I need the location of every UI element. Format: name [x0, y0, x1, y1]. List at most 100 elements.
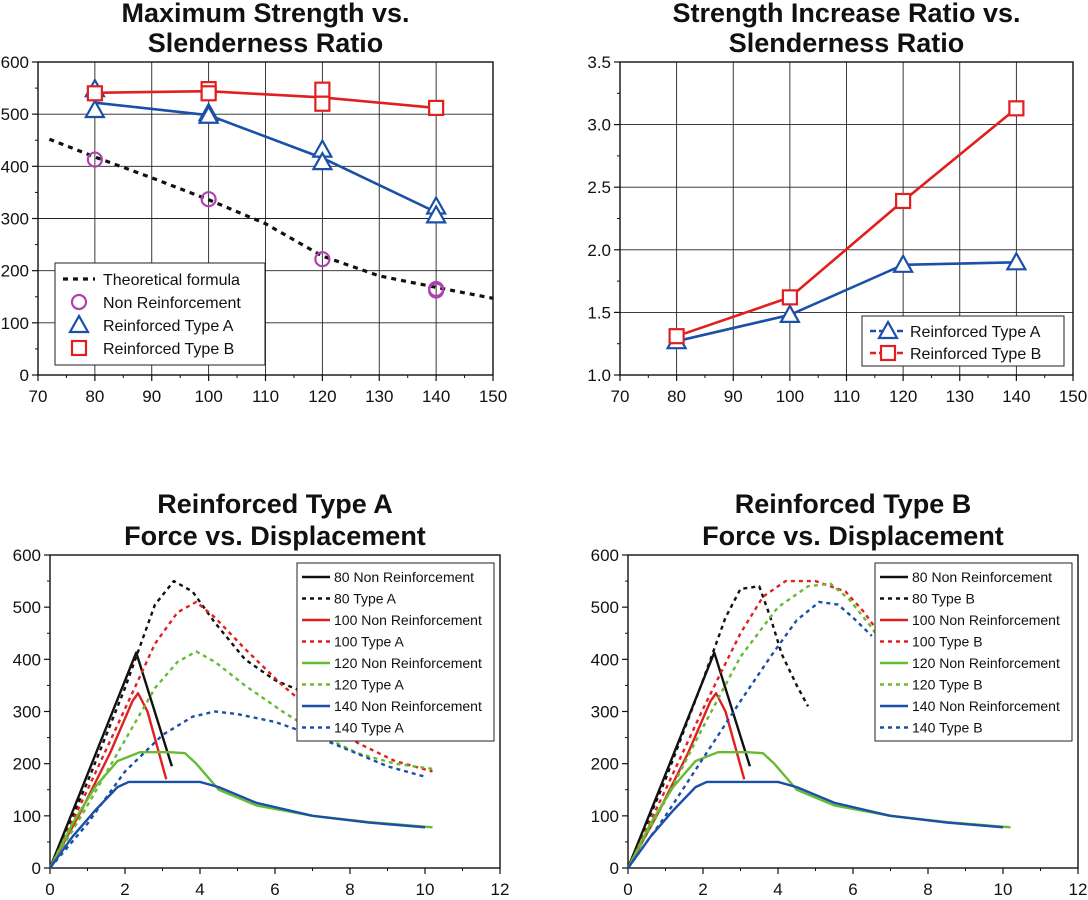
- data-point-non-reinforcement: [86, 151, 103, 168]
- legend-label: 80 Non Reinforcement: [334, 569, 474, 585]
- series-line-reinforced-type-a: [676, 261, 1017, 343]
- legend-box: [54, 262, 266, 366]
- y-tick-label: 1.5: [587, 303, 611, 322]
- series-line-120-type-b: [626, 582, 884, 869]
- x-tick-label: 120: [889, 387, 917, 406]
- chart-title-line: Force vs. Displacement: [702, 521, 1004, 551]
- data-point-reinforced-type-a: [197, 104, 220, 124]
- x-tick-label: 120: [308, 387, 336, 406]
- data-point-reinforced-type-b: [781, 289, 798, 306]
- data-point-reinforced-type-b: [895, 192, 912, 210]
- legend-label: 100 Type B: [912, 634, 983, 650]
- y-tick-label: 500: [1, 105, 29, 124]
- y-tick-label: 0: [32, 859, 41, 878]
- y-tick-label: 200: [1, 262, 29, 281]
- y-tick-label: 300: [13, 703, 41, 722]
- x-tick-label: 2: [120, 880, 129, 899]
- data-point-non-reinforcement: [200, 191, 217, 208]
- legend-marker: [70, 339, 88, 357]
- data-point-reinforced-type-a: [778, 303, 801, 324]
- legend-label: Reinforced Type B: [910, 346, 1041, 363]
- data-point-reinforced-type-a: [425, 204, 448, 224]
- x-tick-label: 0: [623, 880, 632, 899]
- y-tick-label: 300: [1, 210, 29, 229]
- data-point-reinforced-type-b: [314, 95, 331, 112]
- data-point-reinforced-type-a: [892, 253, 915, 273]
- data-point-reinforced-type-b: [86, 85, 103, 102]
- chart-title-line: Reinforced Type A: [157, 489, 393, 519]
- data-point-reinforced-type-b: [668, 328, 685, 345]
- legend-label: Reinforced Type B: [103, 341, 234, 358]
- y-tick-label: 3.5: [587, 53, 611, 72]
- x-tick-label: 130: [946, 387, 974, 406]
- x-tick-label: 100: [194, 387, 222, 406]
- series-line-80-non-reinforcement: [48, 651, 174, 869]
- x-tick-label: 4: [195, 880, 204, 899]
- legend-label: 100 Non Reinforcement: [912, 612, 1060, 628]
- x-tick-label: 140: [422, 387, 450, 406]
- data-point-reinforced-type-a: [83, 98, 106, 119]
- y-tick-label: 400: [591, 650, 619, 669]
- x-tick-label: 70: [29, 387, 48, 406]
- legend-label: 120 Type A: [334, 677, 404, 693]
- y-tick-label: 500: [13, 598, 41, 617]
- y-tick-label: 400: [1, 157, 29, 176]
- series-line-reinforced-type-a: [94, 101, 437, 214]
- x-tick-label: 10: [994, 880, 1013, 899]
- series-line-140-type-b: [627, 600, 873, 869]
- x-tick-label: 10: [416, 880, 435, 899]
- series-line-80-type-a: [48, 579, 313, 869]
- y-tick-label: 100: [1, 314, 29, 333]
- chart-title-line: Slenderness Ratio: [148, 28, 384, 58]
- legend-marker: [877, 319, 899, 340]
- series-line-100-type-a: [48, 600, 433, 869]
- legend-label: Non Reinforcement: [103, 295, 241, 312]
- legend-marker: [879, 344, 897, 362]
- x-tick-label: 80: [85, 387, 104, 406]
- x-tick-label: 110: [252, 387, 279, 406]
- legend-label: 100 Non Reinforcement: [334, 612, 482, 628]
- legend-label: 120 Type B: [912, 677, 983, 693]
- chart-title-line: Maximum Strength vs.: [121, 0, 409, 28]
- data-point-reinforced-type-b: [314, 81, 331, 98]
- series-line-reinforced-type-b: [676, 107, 1018, 338]
- x-tick-label: 80: [667, 387, 686, 406]
- y-tick-label: 200: [591, 755, 619, 774]
- x-tick-label: 8: [345, 880, 354, 899]
- series-line-reinforced-type-b: [94, 89, 437, 110]
- chart-title-line: Reinforced Type B: [735, 489, 972, 519]
- y-tick-label: 600: [1, 53, 29, 72]
- legend-label: 140 Non Reinforcement: [334, 698, 482, 714]
- y-tick-label: 400: [13, 650, 41, 669]
- x-tick-label: 90: [142, 387, 161, 406]
- y-tick-label: 2.0: [587, 241, 611, 260]
- legend-label: Reinforced Type A: [103, 318, 234, 335]
- chart-1: Maximum Strength vs.Slenderness Ratio 70 8…: [1, 0, 508, 406]
- legend-label: 140 Type B: [912, 720, 983, 736]
- legend-label: 80 Type B: [912, 591, 975, 607]
- data-point-non-reinforcement: [428, 280, 445, 298]
- x-tick-label: 4: [773, 880, 782, 899]
- y-tick-label: 100: [591, 807, 619, 826]
- y-tick-label: 500: [591, 598, 619, 617]
- data-point-reinforced-type-a: [1005, 251, 1028, 271]
- data-point-reinforced-type-a: [311, 150, 334, 171]
- y-tick-label: 200: [13, 755, 41, 774]
- x-tick-label: 140: [1002, 387, 1030, 406]
- data-point-reinforced-type-b: [200, 85, 217, 102]
- x-tick-label: 150: [479, 387, 507, 406]
- legend-label: 100 Type A: [334, 634, 404, 650]
- data-point-reinforced-type-b: [428, 99, 445, 117]
- x-tick-label: 2: [698, 880, 707, 899]
- x-tick-label: 150: [1059, 387, 1087, 406]
- y-tick-label: 600: [13, 546, 41, 565]
- legend-label: Theoretical formula: [103, 272, 240, 289]
- data-point-non-reinforcement: [314, 251, 331, 268]
- series-line-theoretical-formula: [48, 137, 494, 300]
- y-tick-label: 600: [591, 546, 619, 565]
- legend-label: 140 Non Reinforcement: [912, 698, 1060, 714]
- y-tick-label: 100: [13, 807, 41, 826]
- series-line-100-type-b: [626, 579, 881, 869]
